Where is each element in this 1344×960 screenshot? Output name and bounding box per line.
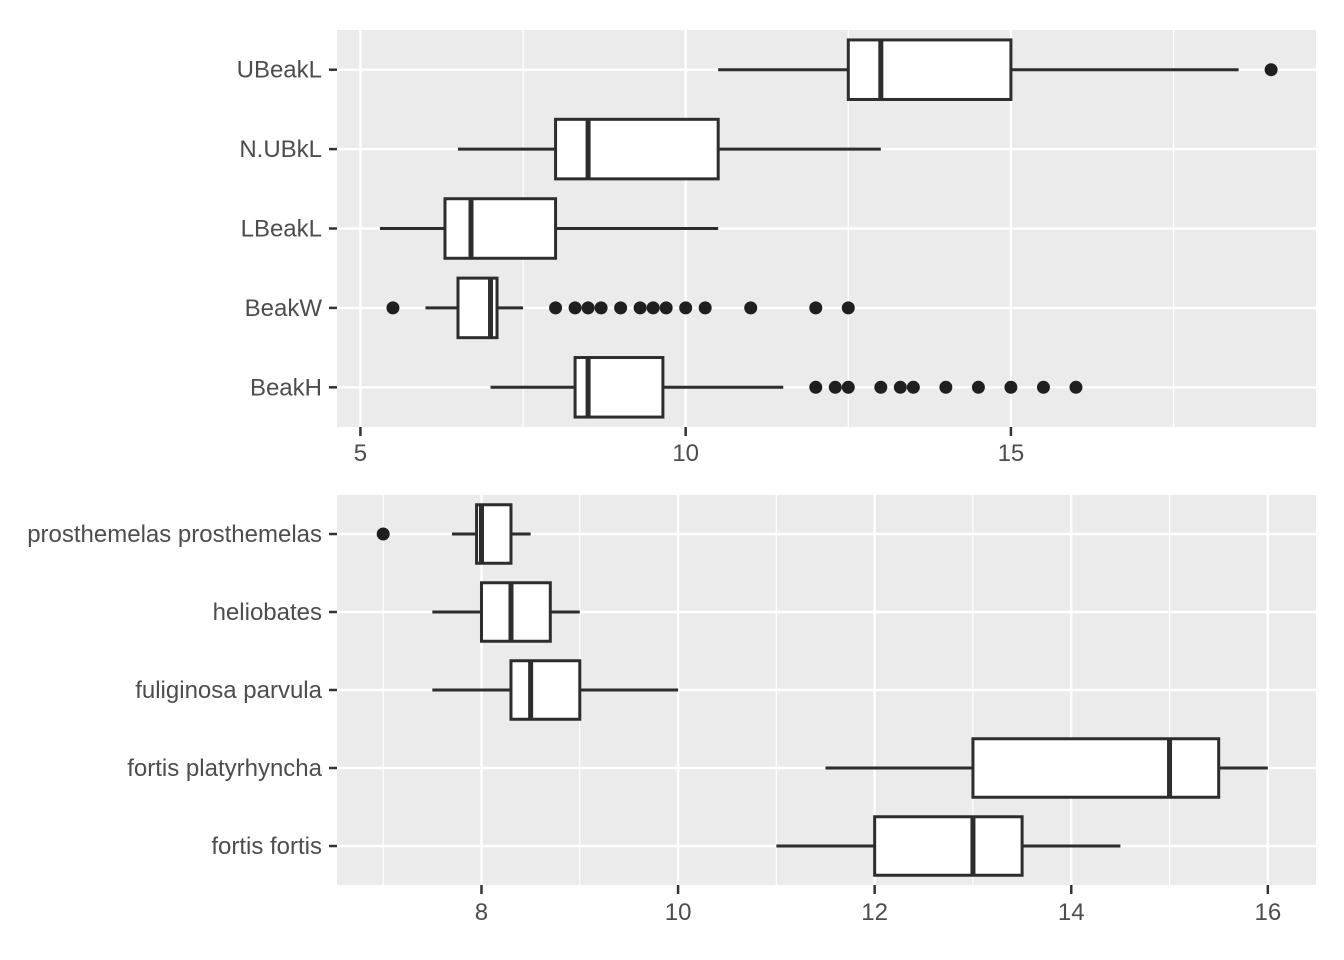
x-axis-tick-label: 5 [354,440,367,467]
boxplot-heliobates [432,581,580,643]
outlier-point [939,380,953,394]
boxplot-n-ubkl [457,117,881,181]
outlier-point [971,380,985,394]
boxplot-ubeakl [718,38,1278,101]
species-beak-boxplot-chart: 8 10 12 14 16 prosthemelas prosthemelas heliob… [27,495,1316,926]
boxplot-fuliginosa-parvula [432,659,679,721]
y-axis-category-label: BeakH [250,374,322,401]
boxplot-lbeakl [379,197,719,260]
outlier-point [874,380,888,394]
outlier-point [568,301,582,315]
boxplot-prosthemelas-prosthemelas [376,503,531,565]
y-axis-category-label: UBeakL [237,57,322,84]
y-axis-category-label: prosthemelas prosthemelas [27,521,322,548]
x-axis-tick-label: 10 [672,440,699,467]
x-axis-tick-label: 12 [861,899,888,926]
x-axis-tick-label: 8 [475,899,488,926]
outlier-point [679,301,693,315]
x-axis-tick-label: 14 [1058,899,1085,926]
outlier-point [594,301,608,315]
outlier-point [633,301,647,315]
iqr-box [443,197,558,260]
outlier-point [841,301,855,315]
iqr-box [509,659,582,721]
outlier-point [828,380,842,394]
iqr-box [554,117,720,181]
iqr-box [873,815,1024,877]
outlier-point [1036,380,1050,394]
y-axis-category-label: LBeakL [241,216,322,243]
beak-measures-boxplot-chart: 5 10 15 UBeakL N.UBkL LBeakL BeakW BeakH [237,30,1316,467]
outlier-point [659,301,673,315]
x-axis-tick-label: 10 [665,899,692,926]
outlier-point [1004,380,1018,394]
outlier-point [841,380,855,394]
outlier-point [1264,63,1278,77]
boxplot-beakh [490,356,1083,419]
outlier-point [809,301,823,315]
y-axis-category-label: BeakW [245,295,323,322]
iqr-box [971,737,1221,799]
y-axis-category-label: fuliginosa parvula [135,677,322,704]
boxplot-beakw [386,276,855,340]
outlier-point [893,380,907,394]
boxplot-fortis-platyrhyncha [825,737,1268,799]
outlier-point [549,301,563,315]
outlier-point [646,301,660,315]
outlier-point [698,301,712,315]
y-axis-category-label: N.UBkL [239,136,322,163]
outlier-point [386,301,400,315]
x-axis-tick-label: 16 [1254,899,1281,926]
outlier-point [1069,380,1083,394]
y-axis-category-label: heliobates [213,599,322,626]
x-axis-tick-label: 15 [998,440,1025,467]
outlier-point [581,301,595,315]
iqr-box [479,581,552,643]
y-axis-category-label: fortis fortis [211,833,322,860]
outlier-point [376,527,390,541]
outlier-point [906,380,920,394]
outlier-point [809,380,823,394]
outlier-point [614,301,628,315]
iqr-box [846,38,1013,101]
y-axis-category-label: fortis platyrhyncha [127,755,322,782]
outlier-point [744,301,758,315]
boxplot-fortis-fortis [776,815,1121,877]
